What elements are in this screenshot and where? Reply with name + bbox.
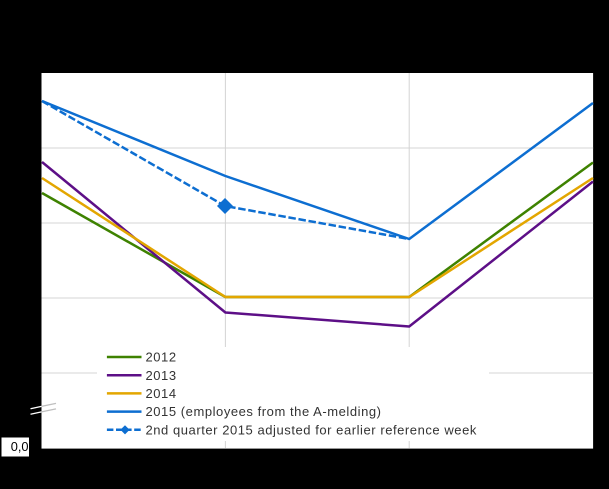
svg-text:2013: 2013 (146, 368, 177, 383)
svg-text:0,0: 0,0 (11, 439, 29, 454)
svg-text:2nd quarter 2015 adjusted for: 2nd quarter 2015 adjusted for earlier re… (146, 422, 477, 437)
svg-text:2015 (employees from the A-mel: 2015 (employees from the A-melding) (146, 404, 382, 419)
svg-text:2012: 2012 (146, 350, 177, 365)
svg-text:2014: 2014 (146, 386, 177, 401)
